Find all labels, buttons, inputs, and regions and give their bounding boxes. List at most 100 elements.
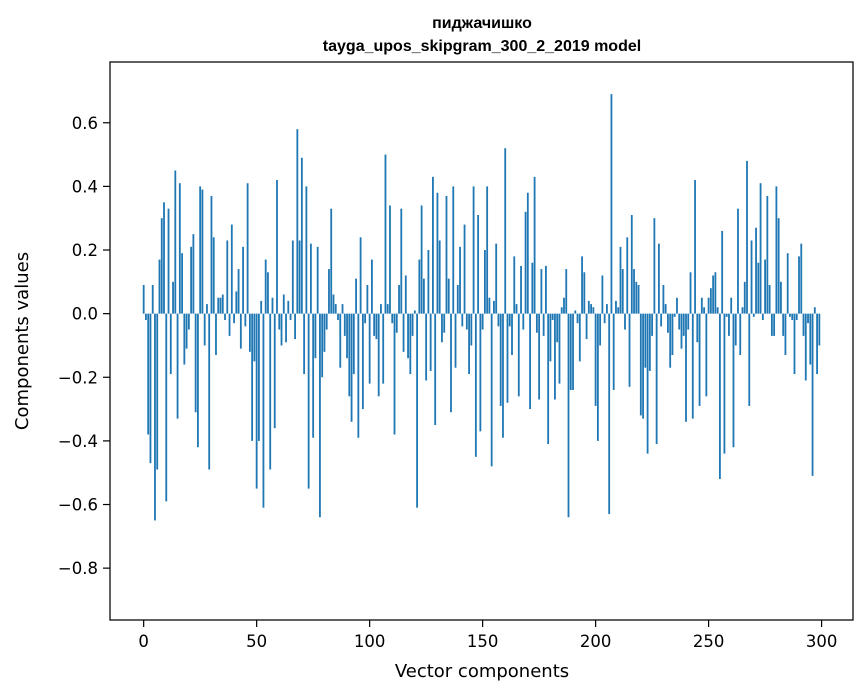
bar-131 — [438, 240, 441, 314]
bar-64 — [287, 300, 290, 314]
bar-198 — [590, 304, 592, 314]
bar-101 — [371, 259, 373, 314]
bar-74 — [309, 243, 312, 314]
bar-85 — [334, 304, 337, 314]
bar-263 — [737, 208, 739, 314]
bar-176 — [540, 269, 543, 314]
bar-282 — [780, 281, 782, 314]
bar-110 — [391, 313, 394, 324]
bar-188 — [567, 313, 570, 518]
bar-287 — [791, 313, 794, 320]
bar-13 — [172, 281, 174, 314]
bar-145 — [470, 313, 473, 346]
bar-82 — [328, 269, 330, 314]
bar-288 — [793, 313, 796, 375]
bar-181 — [551, 313, 554, 320]
bar-170 — [526, 192, 529, 314]
bar-204 — [603, 313, 606, 324]
bar-164 — [513, 256, 516, 314]
x-axis-ticks: 0 50 100 150 200 250 300 — [138, 620, 837, 651]
bar-185 — [560, 307, 563, 314]
bar-23 — [194, 313, 197, 413]
bar-262 — [734, 313, 737, 346]
bar-297 — [813, 307, 816, 314]
bar-65 — [289, 313, 292, 320]
bar-79 — [321, 313, 324, 378]
bar-157 — [497, 313, 500, 327]
bar-259 — [728, 313, 730, 336]
bar-2 — [147, 313, 150, 435]
bar-66 — [291, 240, 294, 314]
bar-169 — [524, 211, 527, 314]
bar-80 — [323, 313, 326, 352]
bar-135 — [447, 278, 450, 314]
bar-214 — [626, 237, 629, 314]
y-tick-label: 0.2 — [72, 241, 98, 260]
bar-258 — [725, 313, 728, 317]
bar-269 — [750, 240, 753, 314]
bar-273 — [759, 183, 762, 314]
bar-271 — [755, 227, 757, 314]
bar-281 — [777, 218, 780, 314]
bar-199 — [592, 307, 595, 314]
bar-252 — [712, 275, 715, 314]
bar-278 — [770, 313, 773, 336]
bar-232 — [667, 313, 669, 333]
bar-49 — [253, 313, 256, 362]
bar-92 — [350, 313, 353, 422]
bar-249 — [705, 313, 708, 397]
bar-295 — [809, 313, 812, 365]
bar-292 — [802, 313, 805, 336]
bar-238 — [680, 313, 683, 349]
bar-175 — [538, 313, 541, 400]
bar-226 — [653, 218, 656, 314]
bar-161 — [506, 313, 509, 403]
bar-44 — [242, 246, 244, 314]
bar-172 — [531, 262, 534, 314]
y-tick-label: −0.4 — [58, 432, 98, 451]
bar-32 — [215, 313, 217, 355]
bar-18 — [183, 313, 186, 365]
bar-174 — [535, 313, 538, 333]
bar-119 — [411, 313, 414, 336]
chart-subtitle: tayga_upos_skipgram_300_2_2019 model — [323, 38, 641, 55]
bar-213 — [624, 313, 626, 330]
bar-230 — [662, 285, 665, 314]
bar-126 — [427, 250, 430, 314]
bar-133 — [443, 313, 446, 333]
bar-227 — [655, 313, 658, 445]
bar-152 — [486, 186, 489, 314]
bar-162 — [508, 313, 511, 327]
y-tick-label: 0.4 — [72, 177, 98, 196]
bar-251 — [709, 288, 712, 314]
bar-224 — [648, 313, 651, 371]
bar-22 — [192, 234, 195, 314]
x-tick-label: 250 — [693, 632, 725, 651]
bar-209 — [615, 300, 617, 314]
bar-193 — [578, 313, 581, 362]
bars-group — [142, 94, 821, 521]
bar-190 — [572, 313, 574, 390]
bar-113 — [398, 285, 400, 314]
bar-60 — [278, 313, 281, 330]
bar-96 — [359, 237, 362, 314]
bar-146 — [472, 186, 475, 314]
bar-215 — [628, 313, 631, 387]
bar-140 — [459, 246, 461, 314]
bar-50 — [255, 313, 258, 489]
bar-24 — [197, 313, 199, 448]
bar-116 — [404, 275, 407, 314]
bar-14 — [174, 170, 177, 314]
bar-53 — [262, 313, 265, 508]
bar-245 — [696, 313, 699, 343]
bar-68 — [296, 129, 299, 314]
bar-37 — [226, 240, 229, 314]
bar-289 — [795, 313, 798, 320]
bar-168 — [522, 313, 525, 330]
bar-58 — [273, 313, 276, 429]
bar-203 — [601, 275, 604, 314]
bar-90 — [346, 313, 348, 359]
bar-77 — [316, 246, 319, 314]
bar-183 — [556, 313, 559, 343]
